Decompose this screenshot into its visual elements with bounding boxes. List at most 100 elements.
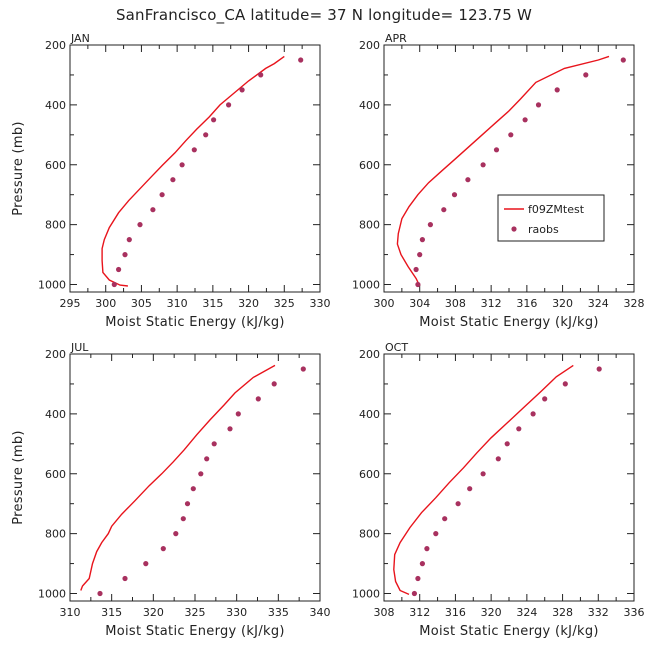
y-tick-label: 600 <box>45 159 66 172</box>
data-point <box>143 561 149 567</box>
x-tick-label: 312 <box>409 606 430 619</box>
x-tick-label: 324 <box>588 297 609 310</box>
data-point <box>150 207 156 213</box>
y-tick-label: 800 <box>359 528 380 541</box>
x-tick-label: 304 <box>409 297 430 310</box>
data-point <box>211 117 217 123</box>
data-point <box>516 426 522 432</box>
data-point <box>203 132 209 138</box>
x-tick-label: 295 <box>60 297 81 310</box>
data-point <box>415 281 421 288</box>
data-point <box>298 57 304 63</box>
figure-title: SanFrancisco_CA latitude= 37 N longitude… <box>115 6 533 24</box>
x-tick-label: 324 <box>516 606 537 619</box>
data-point <box>170 177 176 183</box>
data-point <box>111 281 117 288</box>
y-tick-label: 200 <box>45 39 66 52</box>
data-point <box>239 87 245 93</box>
x-tick-label: 336 <box>624 606 645 619</box>
x-tick-label: 308 <box>374 606 395 619</box>
x-axis-label: Moist Static Energy (kJ/kg) <box>105 624 285 639</box>
data-point <box>235 411 241 417</box>
x-tick-label: 328 <box>624 297 645 310</box>
data-point <box>419 237 425 243</box>
x-tick-label: 315 <box>101 606 122 619</box>
data-point <box>433 531 439 537</box>
data-point <box>530 411 536 417</box>
data-point <box>417 252 423 258</box>
data-point <box>180 516 186 522</box>
data-point <box>191 147 197 153</box>
y-tick-label: 400 <box>45 408 66 421</box>
data-point <box>455 501 461 507</box>
legend: f09ZMtest raobs <box>497 194 605 242</box>
y-axis-label: Pressure (mb) <box>11 430 26 525</box>
y-tick-label: 200 <box>45 348 66 361</box>
legend-frame <box>497 194 605 242</box>
series-line-f09ZMtest <box>393 364 574 596</box>
y-tick-label: 400 <box>45 99 66 112</box>
x-tick-label: 316 <box>445 606 466 619</box>
x-tick-label: 300 <box>95 297 116 310</box>
series-line-f09ZMtest <box>101 55 285 287</box>
y-tick-label: 200 <box>359 348 380 361</box>
legend-point-swatch <box>511 226 517 232</box>
data-point <box>465 177 471 183</box>
x-axis-label: Moist Static Energy (kJ/kg) <box>419 624 599 639</box>
series-line-f09ZMtest <box>80 364 276 591</box>
y-tick-label: 1000 <box>38 279 66 292</box>
x-tick-label: 320 <box>143 606 164 619</box>
data-point <box>596 366 602 372</box>
data-point <box>97 590 103 597</box>
data-point <box>160 546 166 552</box>
data-point <box>535 102 542 108</box>
plot-frame <box>69 353 321 602</box>
plot-frame <box>69 44 321 293</box>
y-tick-label: 600 <box>45 468 66 481</box>
panel-apr: APR 300 304 308 312 316 320 324 328 200 400 600 800 1… <box>352 32 645 330</box>
x-tick-label: 320 <box>238 297 259 310</box>
x-tick-label: 312 <box>481 297 502 310</box>
data-point <box>542 396 548 402</box>
x-tick-label: 340 <box>310 606 331 619</box>
data-point <box>415 575 421 582</box>
data-point <box>122 575 128 582</box>
x-tick-label: 308 <box>445 297 466 310</box>
x-axis-label: Moist Static Energy (kJ/kg) <box>419 315 599 330</box>
x-tick-label: 305 <box>131 297 152 310</box>
x-tick-label: 330 <box>310 297 331 310</box>
y-tick-label: 800 <box>45 219 66 232</box>
data-point <box>126 237 132 243</box>
x-tick-label: 310 <box>167 297 188 310</box>
x-tick-label: 316 <box>516 297 537 310</box>
data-point <box>504 441 510 447</box>
data-point <box>583 72 589 78</box>
x-tick-label: 330 <box>226 606 247 619</box>
data-point <box>508 132 514 138</box>
y-tick-label: 400 <box>359 99 380 112</box>
data-point <box>190 486 196 492</box>
data-point <box>411 590 417 597</box>
panel-label: JAN <box>70 32 90 45</box>
data-point <box>271 381 277 387</box>
data-point <box>451 192 458 198</box>
data-point <box>419 561 425 567</box>
data-point <box>493 147 500 153</box>
panel-label: OCT <box>385 341 408 354</box>
data-point <box>227 426 233 432</box>
y-tick-label: 600 <box>359 468 380 481</box>
data-point <box>179 162 185 168</box>
data-point <box>116 266 122 273</box>
y-tick-label: 400 <box>359 408 380 421</box>
x-tick-label: 315 <box>202 297 223 310</box>
x-tick-label: 332 <box>588 606 609 619</box>
x-tick-label: 310 <box>60 606 81 619</box>
data-point <box>522 117 528 123</box>
x-tick-label: 320 <box>552 297 573 310</box>
x-tick-label: 300 <box>374 297 395 310</box>
panel-oct: OCT 308 312 316 320 324 328 332 336 200 400 600 800 1… <box>352 341 645 639</box>
data-point <box>480 471 486 477</box>
data-point <box>122 252 128 258</box>
data-point <box>184 501 191 507</box>
